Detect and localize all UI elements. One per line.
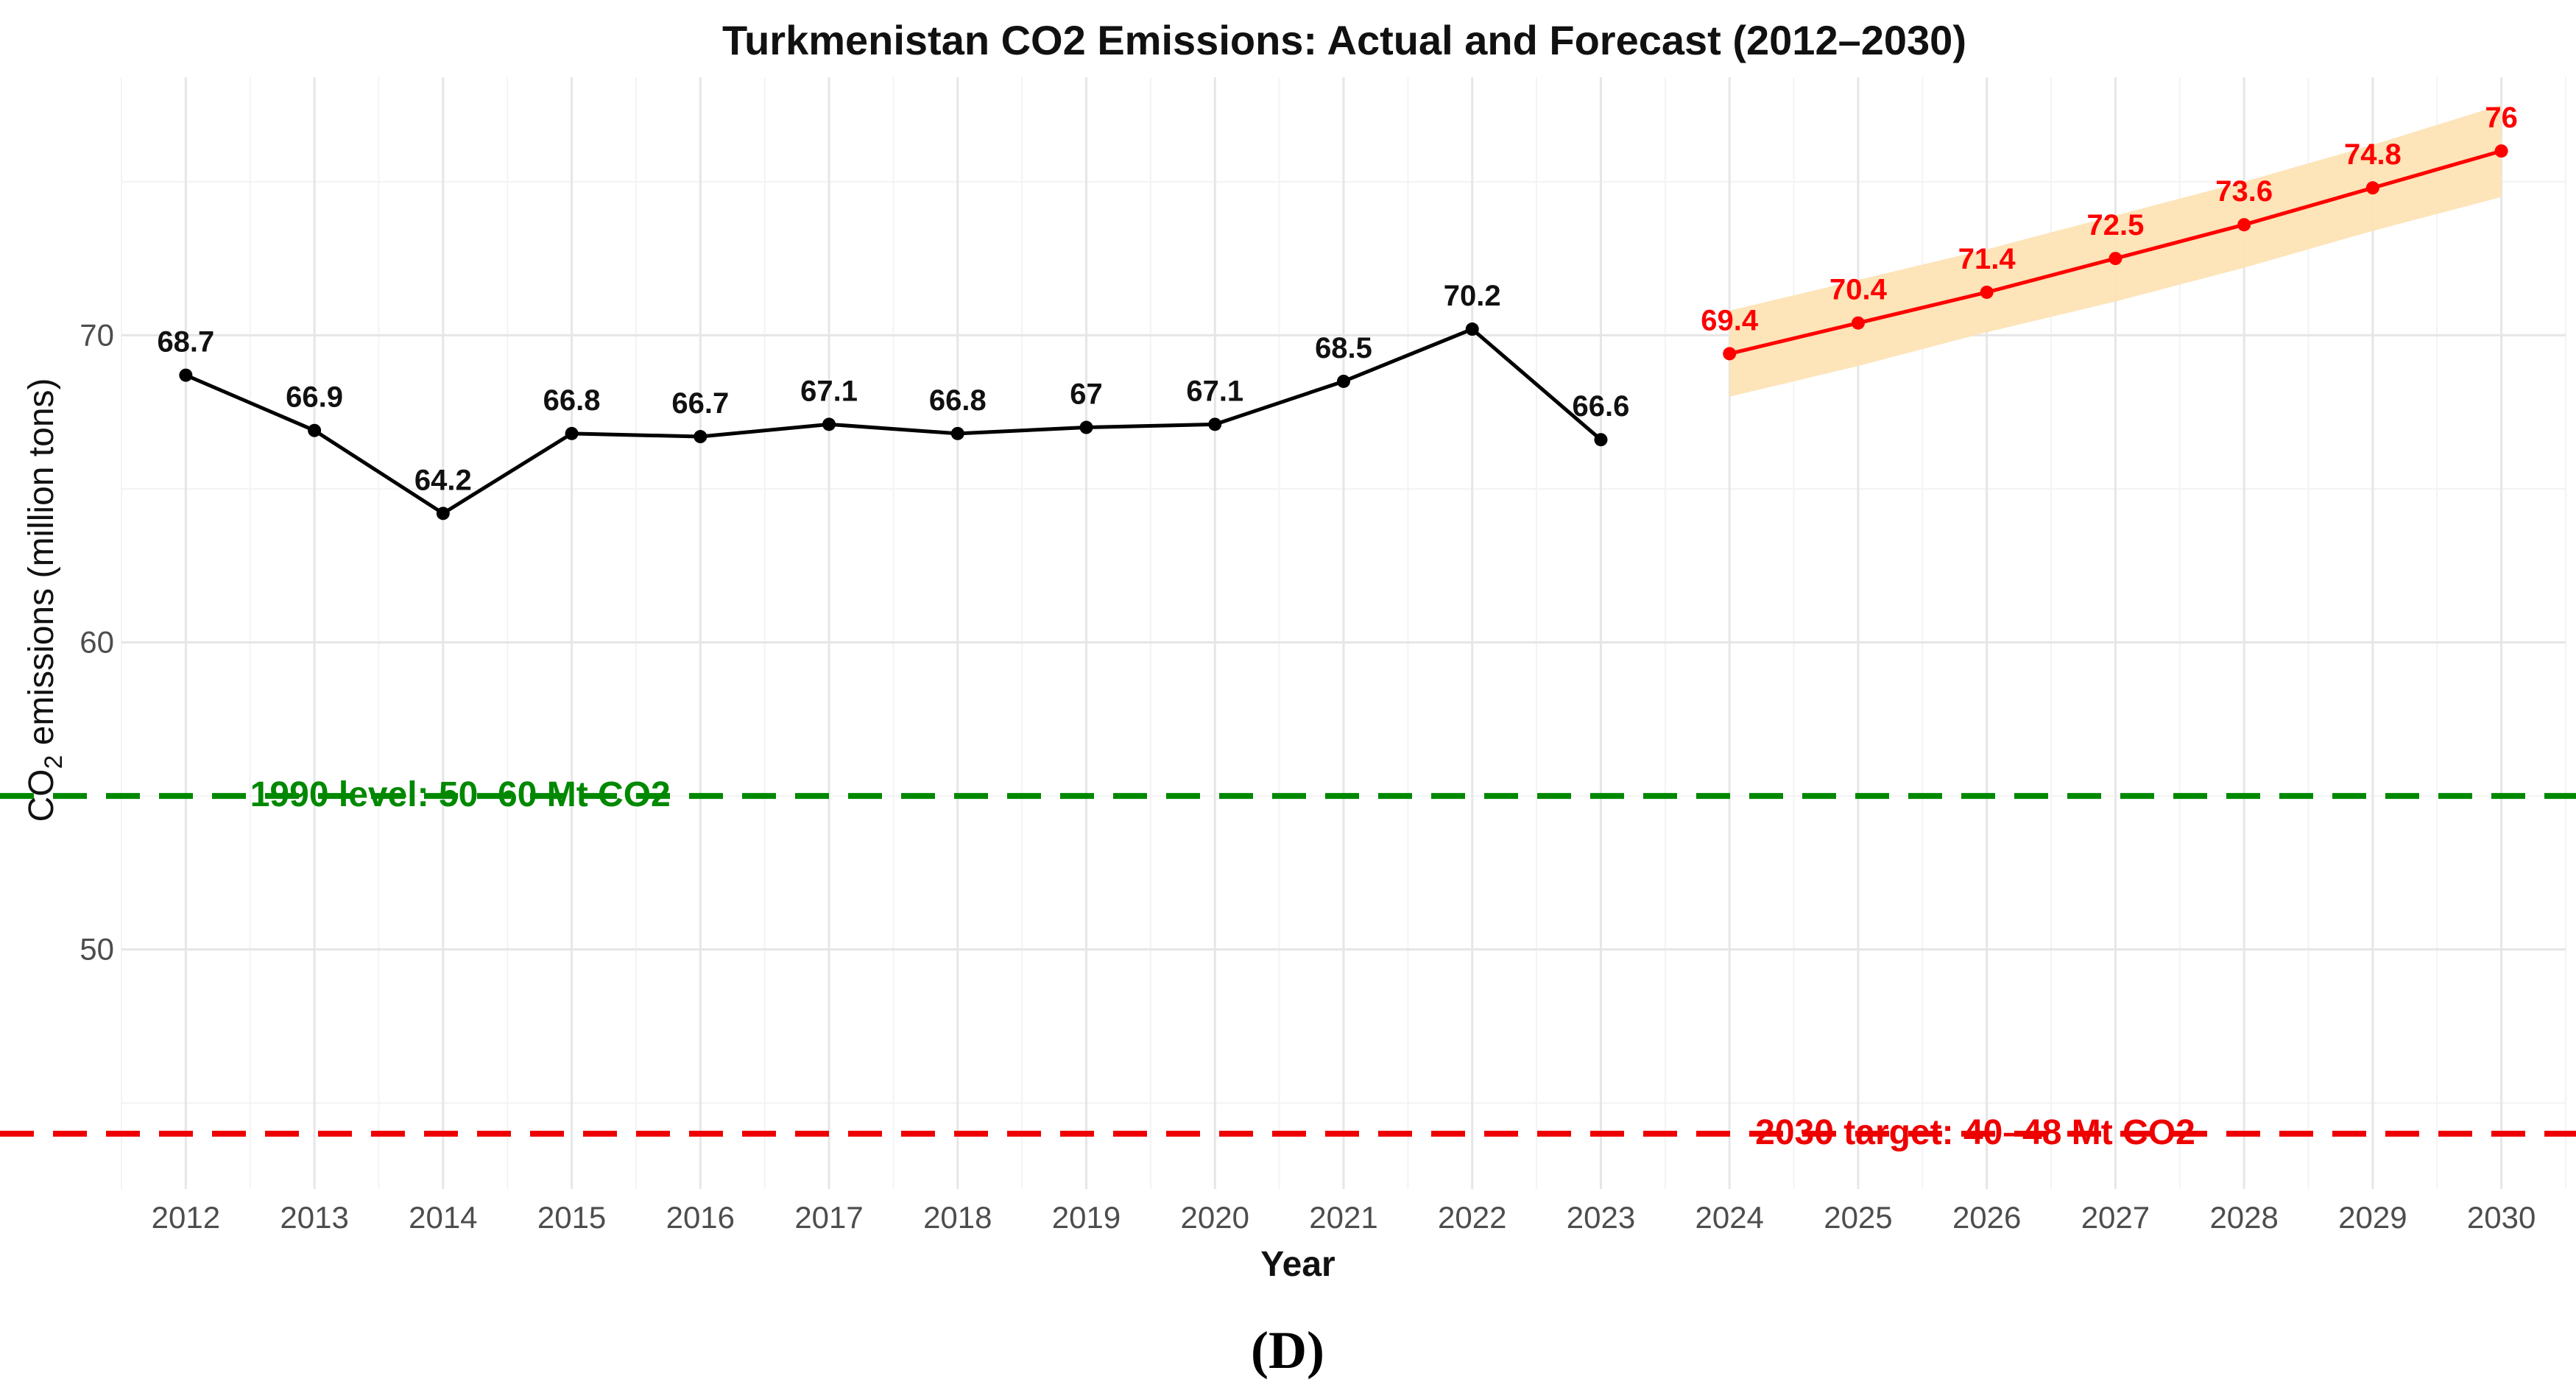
x-tick-label: 2012 xyxy=(152,1200,220,1235)
data-point-actual xyxy=(565,426,579,440)
panel-label: (D) xyxy=(1251,1321,1324,1380)
x-tick-label: 2016 xyxy=(666,1200,735,1235)
data-point-actual xyxy=(436,507,450,521)
data-label-forecast: 76 xyxy=(2485,102,2518,134)
data-label-actual: 70.2 xyxy=(1444,280,1501,312)
y-axis-title-prefix: CO xyxy=(22,769,61,822)
y-axis-title-subscript: 2 xyxy=(40,755,68,769)
data-label-actual: 68.7 xyxy=(157,326,214,359)
data-label-actual: 68.5 xyxy=(1315,332,1372,364)
series-line-actual xyxy=(183,327,1603,515)
data-point-actual xyxy=(1079,420,1093,434)
data-label-actual: 66.6 xyxy=(1573,390,1630,423)
data-point-actual xyxy=(822,417,836,431)
data-point-forecast xyxy=(2109,252,2122,266)
x-tick-label: 2029 xyxy=(2338,1200,2407,1235)
data-label-actual: 67 xyxy=(1070,378,1103,411)
data-point-forecast xyxy=(1980,285,1994,299)
data-label-actual: 67.1 xyxy=(800,375,858,407)
x-tick-label: 2024 xyxy=(1695,1200,1763,1235)
data-labels: 68.7 66.9 64.2 66.8 66.7 67.1 66.8 67 67.1 68.5 70… xyxy=(157,102,2517,496)
data-point-forecast xyxy=(1851,316,1865,330)
x-axis-title: Year xyxy=(1260,1245,1335,1284)
data-point-actual xyxy=(1337,374,1350,388)
x-tick-label: 2026 xyxy=(1952,1200,2021,1235)
data-point-actual xyxy=(694,430,707,444)
data-label-actual: 66.8 xyxy=(543,384,601,417)
data-point-actual xyxy=(179,368,193,382)
x-tick-label: 2027 xyxy=(2081,1200,2150,1235)
y-axis-title-suffix: emissions (million tons) xyxy=(22,378,61,755)
reference-labels: 1990 level: 50–60 Mt CO2 2030 target: 40–… xyxy=(250,775,2195,1152)
data-point-actual xyxy=(1208,417,1222,431)
x-tick-label: 2013 xyxy=(280,1200,348,1235)
forecast-confidence-band xyxy=(1729,105,2502,397)
x-tick-label: 2022 xyxy=(1438,1200,1506,1235)
reference-label-1990-level: 1990 level: 50–60 Mt CO2 xyxy=(250,775,671,814)
data-label-forecast: 70.4 xyxy=(1829,274,1888,306)
data-point-forecast xyxy=(2237,218,2251,232)
y-tick-label: 70 xyxy=(80,317,114,352)
x-tick-label: 2020 xyxy=(1181,1200,1249,1235)
grid-minor xyxy=(121,77,2566,1189)
data-label-forecast: 71.4 xyxy=(1958,243,2016,275)
data-label-forecast: 72.5 xyxy=(2086,209,2144,241)
data-point-actual xyxy=(1465,322,1479,336)
data-point-forecast xyxy=(2494,144,2508,158)
x-tick-label: 2015 xyxy=(537,1200,606,1235)
x-tick-label: 2017 xyxy=(794,1200,863,1235)
y-tick-label: 60 xyxy=(80,625,114,660)
axes: 2012 2013 2014 2015 2016 2017 2018 2019 2020 2021… xyxy=(80,317,2536,1235)
reference-label-2030-target: 2030 target: 40–48 Mt CO2 xyxy=(1755,1113,2195,1152)
x-tick-label: 2019 xyxy=(1052,1200,1121,1235)
data-point-actual xyxy=(950,426,964,440)
x-tick-label: 2030 xyxy=(2467,1200,2536,1235)
data-label-actual: 64.2 xyxy=(414,464,472,496)
data-label-forecast: 69.4 xyxy=(1701,304,1759,336)
x-tick-label: 2025 xyxy=(1824,1200,1892,1235)
y-tick-label: 50 xyxy=(80,932,114,967)
x-tick-label: 2028 xyxy=(2209,1200,2278,1235)
grid-major xyxy=(121,77,2566,1189)
series-layer xyxy=(179,144,2508,521)
forecast-band-layer xyxy=(1729,105,2502,397)
data-label-forecast: 74.8 xyxy=(2344,138,2402,171)
x-tick-label: 2023 xyxy=(1567,1200,1635,1235)
data-label-actual: 66.7 xyxy=(671,387,729,420)
reference-lines xyxy=(0,793,2576,1137)
data-point-forecast xyxy=(1723,347,1737,361)
x-tick-label: 2021 xyxy=(1309,1200,1377,1235)
data-label-actual: 67.1 xyxy=(1186,375,1243,407)
data-point-actual xyxy=(308,423,322,437)
data-label-forecast: 73.6 xyxy=(2215,175,2273,208)
data-point-forecast xyxy=(2365,181,2379,195)
data-point-actual xyxy=(1594,433,1608,447)
data-label-actual: 66.8 xyxy=(929,384,987,417)
chart-title: Turkmenistan CO2 Emissions: Actual and F… xyxy=(722,17,1966,63)
x-tick-label: 2018 xyxy=(923,1200,992,1235)
x-tick-label: 2014 xyxy=(409,1200,477,1235)
y-axis-title: CO2 emissions (million tons) xyxy=(22,378,68,822)
data-label-actual: 66.9 xyxy=(286,381,343,414)
